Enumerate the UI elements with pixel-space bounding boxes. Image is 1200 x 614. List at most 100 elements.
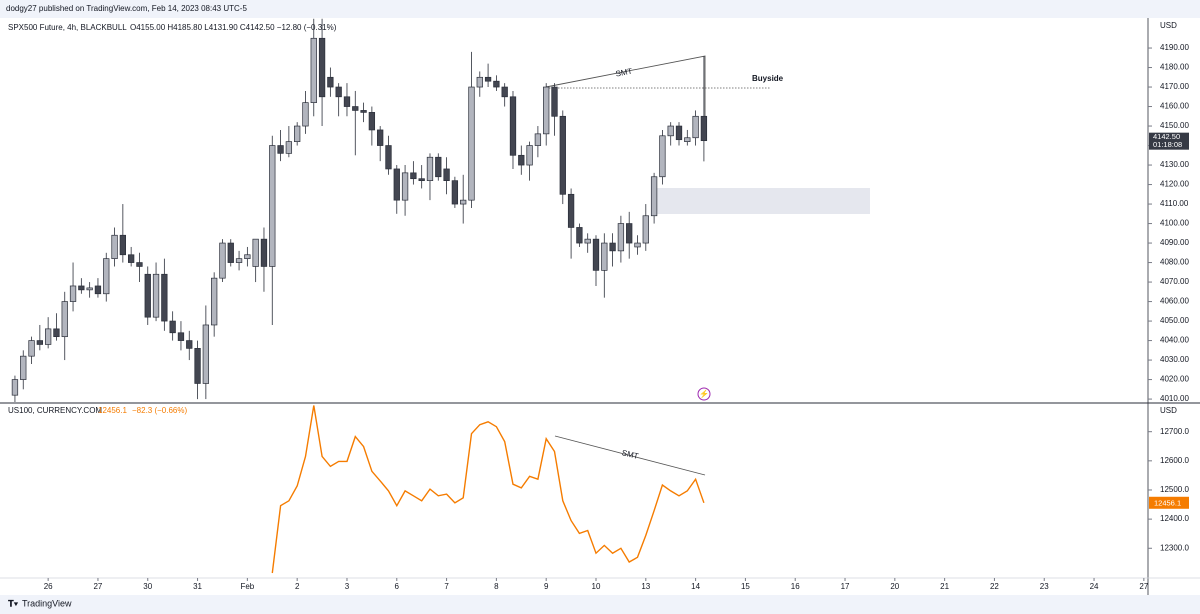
price-pane <box>11 18 708 402</box>
candle-body <box>368 112 376 131</box>
candle-body <box>484 76 492 82</box>
candle-body <box>617 223 625 252</box>
x-tick-label: 14 <box>691 582 700 591</box>
y-tick-label: 4160.00 <box>1160 102 1189 111</box>
last-price-label: 4142.50 <box>1153 132 1180 141</box>
y-tick-label: 12500.0 <box>1160 485 1189 494</box>
candle-body <box>700 115 708 142</box>
x-tick-label: 6 <box>395 582 400 591</box>
x-tick-label: 23 <box>1040 582 1049 591</box>
x-tick-label: 9 <box>544 582 549 591</box>
candle-body <box>501 86 508 98</box>
y-tick-label: 4100.00 <box>1160 219 1189 228</box>
candle-body <box>169 320 176 334</box>
last-price-box <box>1149 132 1189 150</box>
fvg-zone <box>655 188 870 214</box>
candle-body <box>518 154 525 166</box>
legend: US100, CURRENCY.COM <box>8 406 102 415</box>
candle-body <box>584 238 591 244</box>
candle-body <box>659 135 666 178</box>
y-tick-label: 12700.0 <box>1160 427 1189 436</box>
candle-body <box>11 379 19 396</box>
candle-body <box>44 328 52 345</box>
y-tick-label: 12600.0 <box>1160 456 1189 465</box>
candle-body <box>202 324 210 384</box>
candle-body <box>642 215 649 244</box>
y-tick-label: 4170.00 <box>1160 82 1189 91</box>
y-tick-label: 4150.00 <box>1160 121 1189 130</box>
candle-body <box>675 125 683 141</box>
candle-body <box>534 133 542 146</box>
candle-body <box>269 145 276 267</box>
candle-body <box>559 115 566 195</box>
value-text: 12456.1 <box>98 406 127 415</box>
candle-body <box>435 156 442 178</box>
y-tick-label: 4190.00 <box>1160 43 1189 52</box>
countdown-label: 01:18:08 <box>1153 140 1182 149</box>
event-icon[interactable] <box>697 387 711 401</box>
candle-body <box>36 340 43 345</box>
candle-body <box>667 125 674 137</box>
candle-body <box>285 141 293 154</box>
candle-body <box>28 340 35 357</box>
candle-body <box>20 355 27 380</box>
candle-body <box>385 145 392 170</box>
candle-body <box>393 168 400 201</box>
candle-body <box>227 242 234 263</box>
candle-body <box>410 172 417 180</box>
candle-body <box>103 258 110 295</box>
y-tick-label: 4010.00 <box>1160 394 1189 403</box>
x-tick-label: 7 <box>444 582 449 591</box>
y-tick-label: 4060.00 <box>1160 297 1189 306</box>
candle-body <box>53 328 60 338</box>
x-tick-label: 10 <box>592 582 601 591</box>
x-tick-label: 13 <box>641 582 650 591</box>
candle-body <box>61 301 68 338</box>
candle-body <box>567 193 575 228</box>
x-tick-label: Feb <box>240 582 254 591</box>
candle-body <box>343 96 351 107</box>
candle-body <box>235 258 243 263</box>
x-tick-label: 22 <box>990 582 999 591</box>
candle-body <box>335 86 342 98</box>
candle-body <box>609 242 616 252</box>
annotation: Buyside <box>752 74 784 83</box>
change-text: −82.3 (−0.66%) <box>132 406 187 415</box>
x-tick-label: 24 <box>1090 582 1099 591</box>
candle-body <box>626 223 633 244</box>
footer-bar <box>0 595 1200 614</box>
candle-body <box>78 285 85 291</box>
candle-body <box>277 145 284 154</box>
y-tick-label: 4180.00 <box>1160 63 1189 72</box>
last-value-label: 12456.1 <box>1154 498 1181 507</box>
candle-body <box>601 242 608 271</box>
candle-body <box>352 106 359 111</box>
candle-body <box>144 273 151 318</box>
x-tick-label: 16 <box>791 582 800 591</box>
y-tick-label: 4030.00 <box>1160 355 1189 364</box>
y-tick-label: 4020.00 <box>1160 375 1189 384</box>
currency: USD <box>1160 21 1177 30</box>
candle-body <box>443 168 450 181</box>
candle-body <box>186 340 193 349</box>
candle-body <box>460 199 467 205</box>
candle-body <box>509 96 517 156</box>
x-tick-label: 15 <box>741 582 750 591</box>
candle-body <box>161 273 168 322</box>
annotation: SMT <box>615 67 633 79</box>
smt-line <box>545 55 706 118</box>
candle-body <box>310 37 317 103</box>
x-tick-label: 20 <box>890 582 899 591</box>
y-tick-label: 12300.0 <box>1160 543 1189 552</box>
candle-body <box>576 227 583 244</box>
footer-logo: 𝐓▾ <box>8 598 19 608</box>
candle-body <box>360 110 367 113</box>
last-value-box <box>1149 496 1189 509</box>
candle-body <box>177 332 185 341</box>
x-tick-label: 2 <box>295 582 300 591</box>
candle-body <box>327 76 334 88</box>
candle-body <box>650 176 658 217</box>
x-tick-label: 3 <box>345 582 350 591</box>
header: dodgy27 published on TradingView.com, Fe… <box>6 4 247 13</box>
x-tick-label: 27 <box>93 582 102 591</box>
